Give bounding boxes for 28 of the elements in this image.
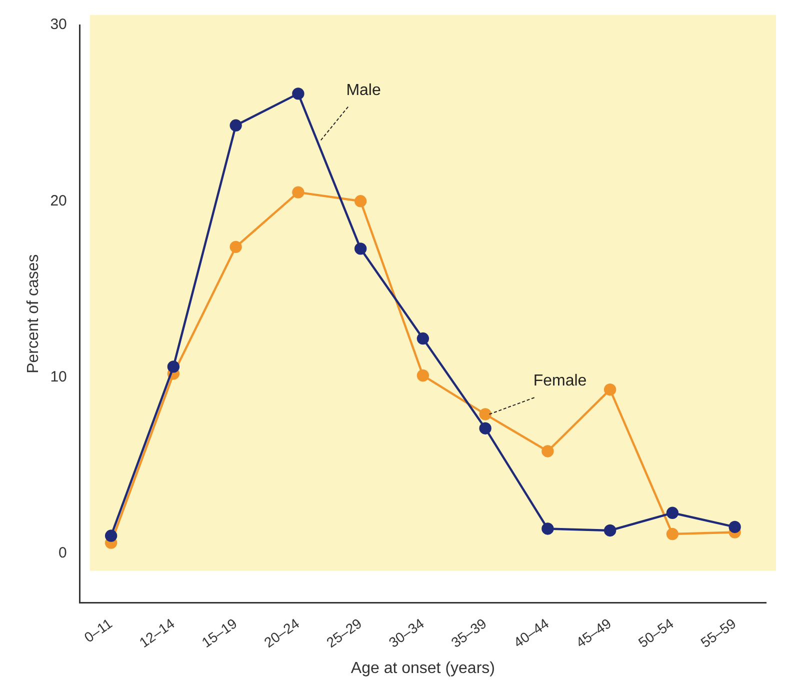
point [416,332,430,345]
point [167,360,180,373]
point [479,408,492,420]
y-axis-title: Percent of cases [25,254,42,374]
point [292,88,304,100]
point [666,528,679,540]
series-label: Female [533,372,587,390]
point [230,240,242,254]
x-tick-label: 0–11 [81,614,116,646]
point [604,383,616,396]
point [479,422,492,434]
point [542,522,554,535]
point [354,195,367,208]
point [230,119,242,132]
point [542,445,554,458]
y-tick-label: 20 [50,192,67,210]
point [416,369,430,382]
point [104,530,118,542]
y-tick-label: 0 [58,544,67,562]
point [292,186,304,198]
point [604,524,616,537]
text: Male [346,82,381,100]
y-tick-label: 30 [50,16,67,34]
x-axis-title: Age at onset (years) [350,660,495,677]
point [354,242,367,255]
point [728,520,741,534]
point [666,506,679,519]
y-tick-label: 10 [50,368,67,386]
